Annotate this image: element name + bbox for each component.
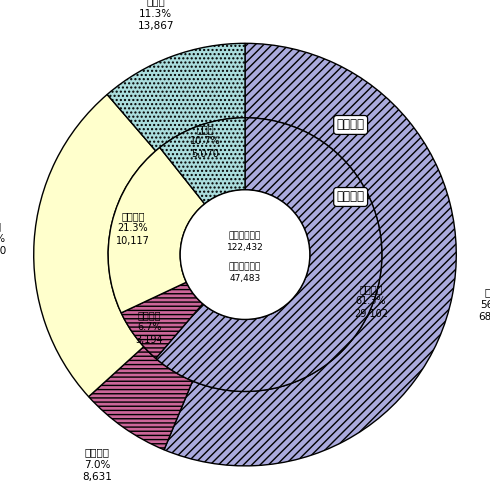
Wedge shape <box>121 282 203 358</box>
Wedge shape <box>164 43 456 466</box>
Wedge shape <box>34 95 156 397</box>
Text: その他
10.7%
5,070: その他 10.7% 5,070 <box>190 124 220 159</box>
Text: 公立大学
7.0%
8,631: 公立大学 7.0% 8,631 <box>82 447 112 482</box>
Text: その他
11.3%
13,867: その他 11.3% 13,867 <box>137 0 174 31</box>
Text: 国立大学
61.3%
29,102: 国立大学 61.3% 29,102 <box>354 284 388 318</box>
Text: 国立大学
56.2%
68,854: 国立大学 56.2% 68,854 <box>479 287 490 322</box>
Text: 122,432: 122,432 <box>227 243 264 252</box>
Wedge shape <box>160 118 245 204</box>
Wedge shape <box>156 118 382 392</box>
Wedge shape <box>108 147 205 313</box>
Wedge shape <box>107 43 245 151</box>
Text: 47,483: 47,483 <box>229 274 261 283</box>
Text: 公立大学
6.7%
3,194: 公立大学 6.7% 3,194 <box>136 310 163 344</box>
Text: 私立大学
25.4%
31,080: 私立大学 25.4% 31,080 <box>0 221 7 256</box>
Text: 私立大学
21.3%
10,117: 私立大学 21.3% 10,117 <box>116 211 150 246</box>
Text: 応募件数: 応募件数 <box>337 119 365 131</box>
Text: 採択件数: 採択件数 <box>337 191 365 203</box>
Wedge shape <box>89 346 193 450</box>
Text: 応募件数合計: 応募件数合計 <box>229 231 261 240</box>
Circle shape <box>180 190 310 319</box>
Text: 採択件数合計: 採択件数合計 <box>229 262 261 271</box>
